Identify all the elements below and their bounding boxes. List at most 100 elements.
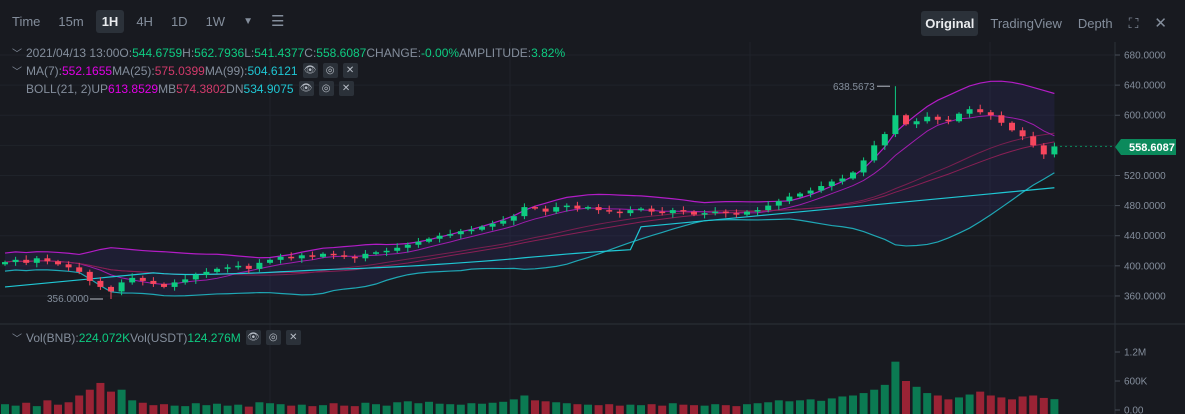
volume-bar: [1, 404, 9, 414]
volume-bar: [22, 402, 31, 414]
boll-up-label: UP: [91, 81, 109, 96]
volume-bar: [467, 403, 476, 414]
volume-bar: [403, 401, 412, 414]
settings-icon[interactable]: ◎: [318, 81, 334, 96]
candle-body: [775, 201, 782, 206]
close-icon[interactable]: ✕: [1154, 15, 1167, 32]
candle-body: [828, 181, 835, 187]
candle-body: [627, 210, 634, 214]
volume-bar: [244, 406, 253, 414]
volume-bar: [393, 402, 402, 414]
volume-bar: [509, 399, 518, 414]
volume-bar: [870, 389, 879, 414]
volume-bar: [11, 405, 20, 414]
ma7-line: [4, 114, 1055, 285]
interval-15m[interactable]: 15m: [58, 13, 84, 29]
candle-body: [97, 280, 104, 287]
candle-body: [320, 253, 326, 257]
volume-bar: [637, 405, 645, 414]
view-depth[interactable]: Depth: [1077, 15, 1113, 31]
collapse-chevron-icon[interactable]: ﹀: [12, 67, 22, 78]
remove-icon[interactable]: ✕: [342, 63, 358, 78]
volume-bar: [54, 404, 62, 414]
interval-1h[interactable]: 1H: [95, 9, 125, 33]
candle-body: [415, 241, 422, 245]
collapse-chevron-icon[interactable]: ﹀: [12, 49, 22, 60]
volume-bar: [743, 404, 751, 414]
volume-bar: [817, 400, 826, 414]
fullscreen-icon[interactable]: ⛶: [1128, 14, 1139, 31]
volume-bar: [75, 395, 84, 414]
change-label: CHANGE:: [366, 45, 422, 60]
volume-bar: [584, 404, 592, 414]
volume-bar: [658, 405, 667, 414]
candle-body: [224, 267, 231, 269]
remove-icon[interactable]: ✕: [338, 81, 354, 96]
ma-legend: ﹀ MA(7): 552.1655 MA(25): 575.0399 MA(99…: [12, 63, 358, 78]
volume-bar: [615, 405, 624, 414]
volume-bar: [764, 402, 773, 414]
indicator-settings-icon[interactable]: ☰: [270, 13, 285, 30]
boll-mb-value: 574.3802: [176, 81, 227, 96]
volume-bar: [626, 404, 635, 414]
candle-body: [913, 121, 920, 125]
volume-bar: [933, 395, 942, 414]
candle-body: [818, 186, 825, 191]
candle-body: [245, 265, 252, 269]
close-label: C:: [304, 45, 317, 60]
volume-bar: [806, 399, 815, 414]
interval-time[interactable]: Time: [12, 13, 41, 29]
candle-body: [1040, 145, 1047, 155]
volume-bar: [891, 361, 900, 414]
candle-body: [638, 208, 644, 211]
volume-bar: [531, 400, 539, 414]
volume-bar: [138, 402, 147, 414]
candle-body: [659, 211, 666, 214]
candle-body: [510, 216, 517, 221]
ma7-label: MA(7):: [26, 63, 62, 78]
candle-body: [500, 220, 507, 224]
volume-bar: [297, 404, 306, 414]
boll-mb-label: MB: [158, 81, 177, 96]
candle-body: [1009, 122, 1015, 131]
interval-1w[interactable]: 1W: [205, 13, 226, 29]
candle-body: [998, 115, 1005, 123]
ma99-label: MA(99):: [204, 63, 248, 78]
candle-body: [945, 119, 952, 122]
candle-body: [65, 264, 72, 268]
candle-body: [351, 256, 358, 259]
candle-body: [214, 268, 220, 272]
volume-bar: [944, 399, 953, 414]
volume-bar: [721, 405, 730, 414]
ma7-value: 552.1655: [62, 63, 113, 78]
volume-bar: [838, 396, 847, 414]
view-tradingview[interactable]: TradingView: [990, 15, 1062, 31]
volume-bar: [117, 389, 126, 414]
remove-icon[interactable]: ✕: [285, 330, 301, 345]
candle-body: [44, 258, 51, 262]
eye-icon[interactable]: 👁: [298, 81, 314, 96]
candle-body: [553, 207, 560, 212]
candle-body: [182, 279, 189, 283]
price-tick-label: 480.0000: [1124, 201, 1166, 212]
interval-1d[interactable]: 1D: [170, 13, 188, 29]
candle-body: [977, 109, 984, 113]
volume-bar: [361, 402, 370, 414]
eye-icon[interactable]: 👁: [245, 330, 261, 345]
candle-body: [256, 262, 263, 269]
candle-body: [860, 160, 867, 173]
volume-bar: [520, 395, 529, 414]
eye-icon[interactable]: 👁: [302, 63, 318, 78]
candle-body: [150, 280, 157, 284]
collapse-chevron-icon[interactable]: ﹀: [12, 334, 22, 345]
more-intervals-dropdown-icon[interactable]: ▼: [243, 15, 253, 27]
interval-4h[interactable]: 4H: [136, 13, 153, 29]
view-original[interactable]: Original: [921, 10, 979, 36]
candle-body: [298, 255, 305, 259]
volume-bar: [552, 402, 561, 414]
settings-icon[interactable]: ◎: [322, 63, 338, 78]
volume-bar: [997, 397, 1006, 414]
price-tick-label: 520.0000: [1124, 171, 1166, 182]
settings-icon[interactable]: ◎: [265, 330, 281, 345]
